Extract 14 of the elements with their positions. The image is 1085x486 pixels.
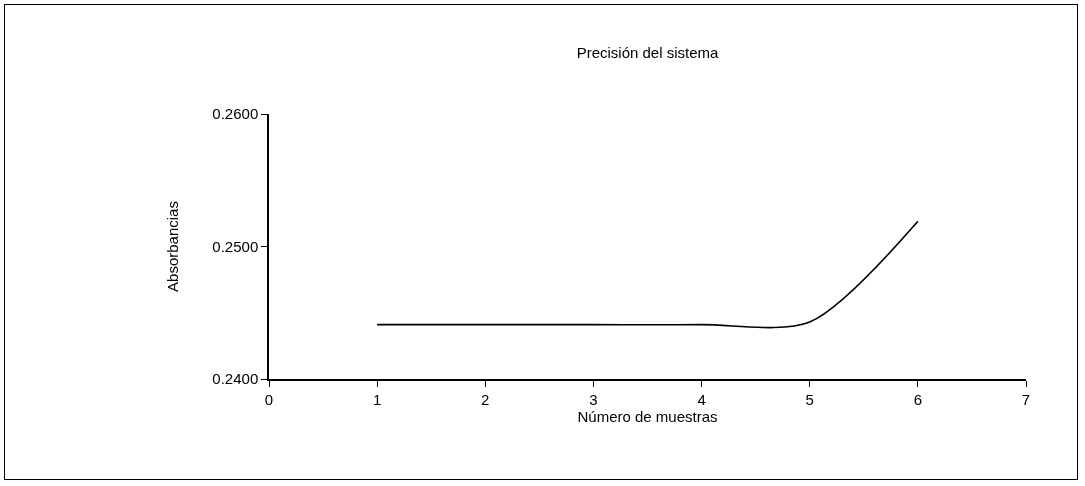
chart-title: Precisión del sistema [576, 43, 720, 61]
x-tick-label: 7 [1021, 390, 1031, 408]
y-tick-label: 0.2500 [212, 237, 259, 255]
x-tick-label: 2 [481, 390, 490, 408]
x-tick-label: 3 [589, 390, 598, 408]
x-axis-title: Número de muestras [577, 407, 718, 425]
x-tick-label: 0 [264, 390, 274, 408]
y-tick-label: 0.2600 [212, 105, 259, 123]
y-axis-title: Absorbancias [164, 201, 182, 292]
y-tick-label: 0.2400 [212, 370, 259, 388]
x-tick-label: 6 [913, 390, 923, 408]
x-tick-label: 4 [697, 390, 706, 408]
x-tick-label: 5 [805, 390, 814, 408]
x-tick-label: 1 [372, 390, 382, 408]
